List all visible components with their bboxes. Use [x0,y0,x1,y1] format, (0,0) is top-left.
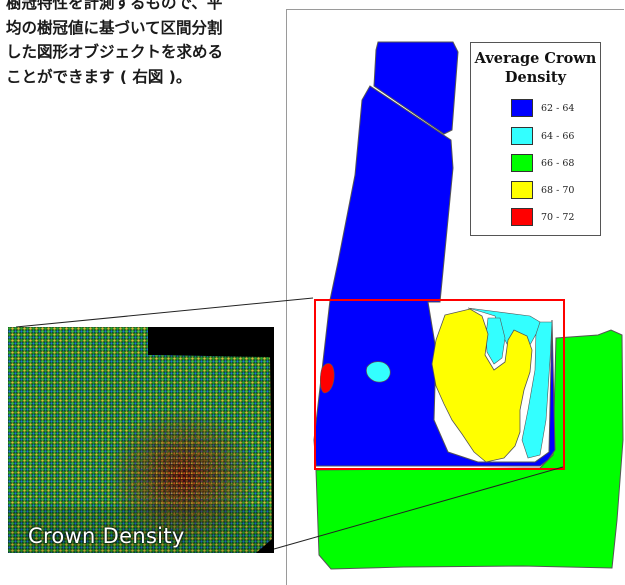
legend-swatch [511,99,533,117]
legend-title: Average Crown Density [471,49,600,87]
leader-line-bottom [273,466,564,550]
legend-label: 62 - 64 [541,102,575,114]
zoom-highlight-box [314,299,565,470]
leader-line-top [15,297,314,328]
legend-swatch [511,181,533,199]
caption-line-4: ことができます ( 右図 )。 [6,67,192,86]
region-yellow [431,308,533,463]
legend-label: 70 - 72 [541,211,575,223]
caption-line-1: 樹冠特性を計測するもので、平 [6,0,223,12]
region-cyan-strip-right [521,321,553,459]
legend-label: 68 - 70 [541,184,575,196]
legend-swatch [511,208,533,226]
region-cyan-blob [366,361,391,383]
crown-density-inset-image: Crown Density [8,327,274,553]
caption-line-3: した図形オブジェクトを求める [6,43,224,61]
legend-swatch [511,154,533,172]
inset-label: Crown Density [28,524,185,548]
caption-text: 樹冠特性を計測するもので、平 均の樹冠値に基づいて区間分割 した図形オブジェクト… [6,0,278,89]
legend-title-line-2: Density [504,69,567,86]
legend-item-68-70: 68 - 70 [511,181,574,199]
region-red-patch [320,363,335,394]
legend-label: 66 - 68 [541,157,575,169]
legend-item-64-66: 64 - 66 [511,127,574,145]
caption-line-2: 均の樹冠値に基づいて区間分割 [6,18,223,37]
legend: Average Crown Density 62 - 64 64 - 66 66… [470,42,601,236]
legend-label: 64 - 66 [541,130,575,142]
legend-item-70-72: 70 - 72 [511,208,574,226]
legend-swatch [511,127,533,145]
inset-point-cloud [8,327,274,553]
legend-item-66-68: 66 - 68 [511,154,574,172]
legend-item-62-64: 62 - 64 [511,99,574,117]
region-blue-top-parcel [373,41,459,135]
legend-title-line-1: Average Crown [474,50,597,67]
